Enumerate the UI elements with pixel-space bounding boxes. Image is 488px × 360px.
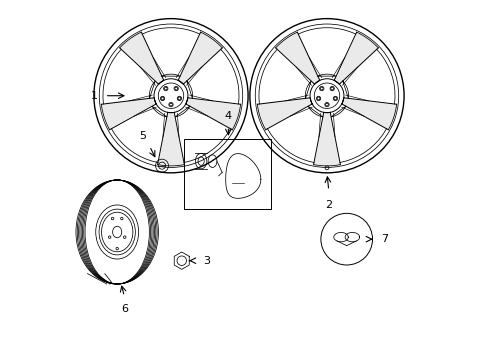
Circle shape	[123, 236, 126, 238]
Polygon shape	[111, 106, 166, 162]
Polygon shape	[275, 32, 319, 84]
Text: 6: 6	[121, 304, 127, 314]
Circle shape	[330, 87, 333, 90]
Circle shape	[174, 87, 177, 90]
Polygon shape	[186, 49, 239, 104]
Text: 2: 2	[325, 200, 332, 210]
Circle shape	[325, 103, 328, 106]
Polygon shape	[142, 28, 199, 76]
Polygon shape	[341, 98, 396, 130]
Circle shape	[121, 217, 123, 220]
Polygon shape	[342, 49, 394, 104]
Circle shape	[116, 247, 118, 250]
Text: 7: 7	[380, 234, 387, 244]
Polygon shape	[257, 98, 311, 130]
Text: 4: 4	[224, 111, 231, 121]
Polygon shape	[175, 106, 230, 162]
Circle shape	[169, 103, 172, 106]
Circle shape	[108, 236, 111, 238]
Polygon shape	[313, 112, 340, 166]
Circle shape	[164, 87, 167, 90]
Polygon shape	[330, 106, 386, 162]
Polygon shape	[120, 32, 163, 84]
Polygon shape	[178, 32, 222, 84]
Bar	[183, 139, 271, 209]
Circle shape	[111, 217, 114, 220]
Polygon shape	[157, 112, 184, 166]
Text: 1: 1	[90, 91, 97, 101]
Circle shape	[333, 97, 336, 100]
Polygon shape	[101, 98, 156, 130]
Circle shape	[161, 97, 163, 100]
Circle shape	[178, 97, 181, 100]
Polygon shape	[259, 49, 310, 104]
Circle shape	[320, 87, 323, 90]
Circle shape	[320, 213, 372, 265]
Polygon shape	[103, 49, 155, 104]
Polygon shape	[333, 32, 378, 84]
Polygon shape	[185, 98, 240, 130]
Text: 5: 5	[139, 131, 145, 140]
Circle shape	[317, 97, 319, 100]
Polygon shape	[298, 28, 355, 76]
Text: 3: 3	[203, 256, 210, 266]
Polygon shape	[267, 106, 322, 162]
